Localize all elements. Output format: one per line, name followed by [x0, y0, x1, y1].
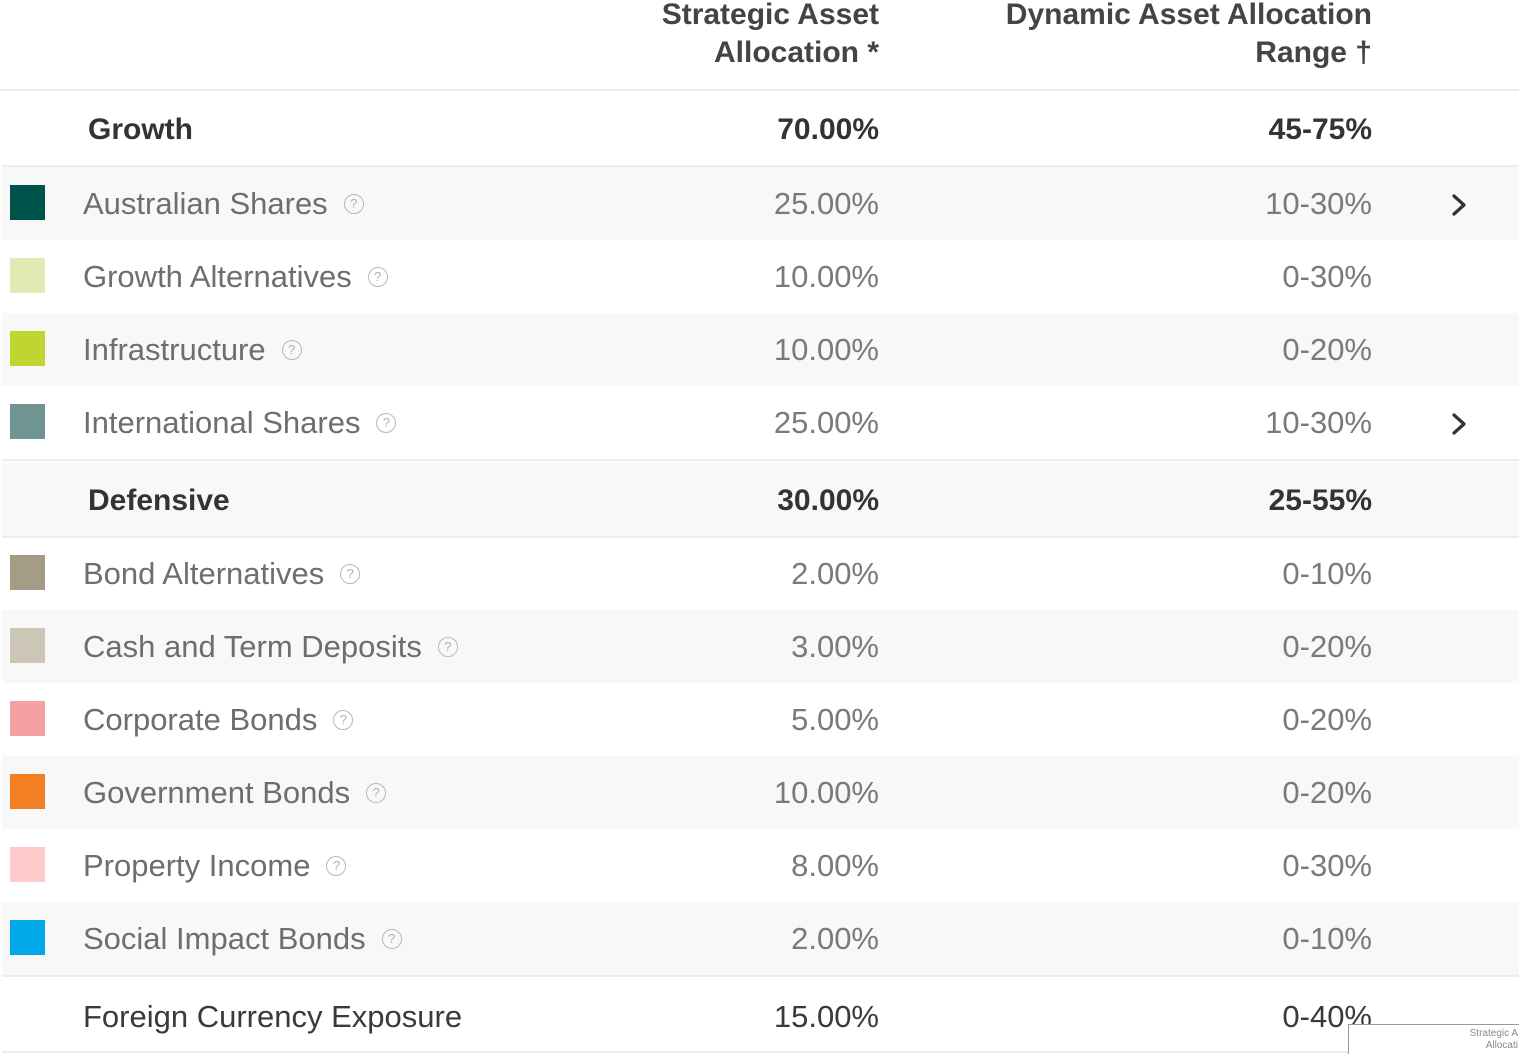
column-header-strategic-asset-allocation: Strategic Asset Allocation * — [559, 0, 879, 72]
table-row-corporate-bonds: Corporate Bonds? 5.00% 0-20% — [2, 683, 1519, 756]
saa-value: 10.00% — [773, 259, 879, 294]
help-icon[interactable]: ? — [281, 340, 302, 360]
asset-class-label: Growth Alternatives? — [83, 240, 388, 313]
saa-value: 10.00% — [773, 775, 879, 810]
total-label: Foreign Currency Exposure — [83, 999, 463, 1034]
daa-range: 0-30% — [1282, 259, 1372, 294]
asset-class-label: Government Bonds? — [83, 756, 387, 829]
saa-value: 3.00% — [791, 629, 879, 664]
column-header-saa-line1: Strategic Asset — [661, 0, 879, 31]
table-row-infrastructure: Infrastructure? 10.00% 0-20% — [2, 313, 1519, 386]
color-swatch — [10, 555, 45, 590]
daa-range: 0-10% — [1282, 921, 1372, 956]
help-icon[interactable]: ? — [367, 267, 388, 287]
color-swatch — [10, 331, 45, 366]
asset-class-label: Bond Alternatives? — [83, 537, 361, 610]
daa-range: 10-30% — [1265, 405, 1372, 440]
help-icon[interactable]: ? — [343, 194, 364, 214]
group-daa-range: 25-55% — [1268, 484, 1372, 517]
tooltip-line2: Allocati — [1485, 1040, 1518, 1051]
column-header-dynamic-asset-allocation-range: Dynamic Asset Allocation Range † — [952, 0, 1372, 72]
table-row-foreign-currency-exposure: Foreign Currency Exposure 15.00% 0-40% — [2, 977, 1519, 1053]
daa-range: 0-20% — [1282, 629, 1372, 664]
color-swatch — [10, 701, 45, 736]
saa-value: 5.00% — [791, 702, 879, 737]
table-row-social-impact-bonds: Social Impact Bonds? 2.00% 0-10% — [2, 902, 1519, 975]
color-swatch — [10, 628, 45, 663]
color-swatch — [10, 258, 45, 293]
column-header-daa-line2: Range † — [1255, 36, 1372, 69]
asset-class-label: Australian Shares? — [83, 167, 364, 240]
daa-range: 0-10% — [1282, 556, 1372, 591]
color-swatch — [10, 920, 45, 955]
asset-class-label: Property Income? — [83, 829, 347, 902]
table-row-cash-and-term-deposits: Cash and Term Deposits? 3.00% 0-20% — [2, 610, 1519, 683]
divider — [2, 459, 1519, 461]
total-daa-range: 0-40% — [1282, 999, 1372, 1034]
chevron-right-icon[interactable] — [1448, 193, 1470, 217]
color-swatch — [10, 185, 45, 220]
help-icon[interactable]: ? — [340, 564, 361, 584]
help-icon[interactable]: ? — [437, 637, 458, 657]
asset-class-label: International Shares? — [83, 386, 397, 459]
divider — [2, 975, 1519, 977]
table-header: Strategic Asset Allocation * Dynamic Ass… — [0, 0, 1519, 91]
saa-value: 2.00% — [791, 556, 879, 591]
group-label: Defensive — [88, 484, 230, 517]
group-daa-range: 45-75% — [1268, 113, 1372, 146]
color-swatch — [10, 404, 45, 439]
saa-value: 10.00% — [773, 332, 879, 367]
chevron-right-icon[interactable] — [1448, 412, 1470, 436]
saa-value: 2.00% — [791, 921, 879, 956]
asset-class-label: Cash and Term Deposits? — [83, 610, 458, 683]
table-row-international-shares[interactable]: International Shares? 25.00% 10-30% — [2, 386, 1519, 459]
asset-class-label: Corporate Bonds? — [83, 683, 354, 756]
total-saa-value: 15.00% — [773, 999, 879, 1034]
tooltip-line1: Strategic A — [1469, 1028, 1518, 1039]
help-icon[interactable]: ? — [376, 413, 397, 433]
daa-range: 0-20% — [1282, 775, 1372, 810]
help-icon[interactable]: ? — [366, 783, 387, 803]
asset-class-label: Infrastructure? — [83, 313, 302, 386]
chart-tooltip: Strategic A Allocati — [1348, 1024, 1519, 1054]
daa-range: 0-30% — [1282, 848, 1372, 883]
help-icon[interactable]: ? — [381, 929, 402, 949]
daa-range: 10-30% — [1265, 186, 1372, 221]
table-row-government-bonds: Government Bonds? 10.00% 0-20% — [2, 756, 1519, 829]
column-header-daa-line1: Dynamic Asset Allocation — [1005, 0, 1372, 31]
group-label: Growth — [88, 113, 193, 146]
group-saa-value: 70.00% — [777, 113, 879, 146]
column-header-saa-line2: Allocation * — [713, 36, 879, 69]
table-row-growth-alternatives: Growth Alternatives? 10.00% 0-30% — [2, 240, 1519, 313]
help-icon[interactable]: ? — [333, 710, 354, 730]
help-icon[interactable]: ? — [326, 856, 347, 876]
asset-class-label: Social Impact Bonds? — [83, 902, 402, 975]
group-saa-value: 30.00% — [777, 484, 879, 517]
saa-value: 25.00% — [773, 186, 879, 221]
daa-range: 0-20% — [1282, 332, 1372, 367]
saa-value: 25.00% — [773, 405, 879, 440]
table-row-bond-alternatives: Bond Alternatives? 2.00% 0-10% — [2, 537, 1519, 610]
table-row-property-income: Property Income? 8.00% 0-30% — [2, 829, 1519, 902]
color-swatch — [10, 847, 45, 882]
color-swatch — [10, 774, 45, 809]
group-row-defensive: Defensive 30.00% 25-55% — [2, 462, 1519, 538]
group-row-growth: Growth 70.00% 45-75% — [2, 91, 1519, 167]
daa-range: 0-20% — [1282, 702, 1372, 737]
table-row-australian-shares[interactable]: Australian Shares? 25.00% 10-30% — [2, 167, 1519, 240]
saa-value: 8.00% — [791, 848, 879, 883]
